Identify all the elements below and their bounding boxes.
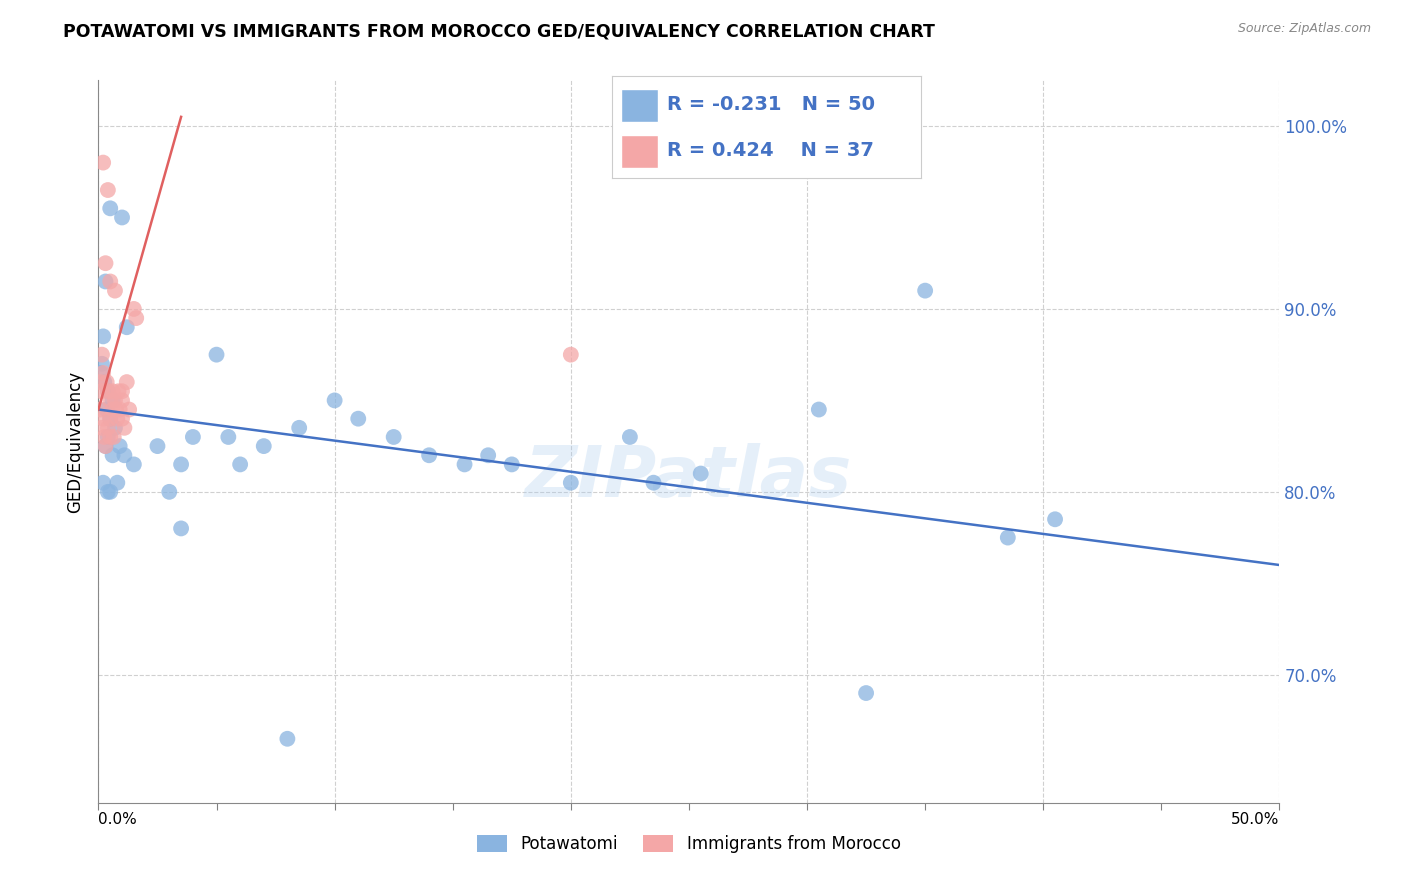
Point	[91, 348, 114, 362]
Point	[105, 475, 128, 490]
Point	[115, 320, 138, 334]
Point	[98, 393, 121, 408]
Point	[94, 256, 117, 270]
Point	[347, 411, 370, 425]
Point	[181, 430, 204, 444]
Text: ZIPatlas: ZIPatlas	[526, 443, 852, 512]
Point	[288, 421, 311, 435]
Point	[253, 439, 276, 453]
Point	[89, 402, 111, 417]
Point	[98, 411, 121, 425]
Point	[104, 421, 127, 435]
Y-axis label: GED/Equivalency: GED/Equivalency	[66, 370, 84, 513]
Text: POTAWATOMI VS IMMIGRANTS FROM MOROCCO GED/EQUIVALENCY CORRELATION CHART: POTAWATOMI VS IMMIGRANTS FROM MOROCCO GE…	[63, 22, 935, 40]
Point	[108, 439, 131, 453]
Point	[111, 393, 134, 408]
Point	[90, 384, 112, 399]
Point	[101, 448, 124, 462]
Point	[98, 484, 121, 499]
FancyBboxPatch shape	[621, 136, 658, 168]
Point	[101, 384, 124, 399]
Point	[97, 421, 120, 435]
Point	[91, 411, 114, 425]
Point	[122, 458, 145, 472]
Point	[105, 411, 128, 425]
Point	[97, 183, 120, 197]
Point	[104, 393, 127, 408]
Point	[91, 421, 114, 435]
Point	[97, 384, 120, 399]
Point	[93, 430, 115, 444]
Point	[112, 448, 135, 462]
Point	[997, 531, 1019, 545]
Point	[807, 402, 830, 417]
Point	[146, 439, 169, 453]
Point	[94, 439, 117, 453]
Point	[122, 301, 145, 316]
Point	[107, 384, 129, 399]
Point	[111, 411, 134, 425]
Text: 0.0%: 0.0%	[98, 812, 138, 827]
Point	[104, 284, 127, 298]
Point	[90, 366, 112, 380]
Point	[619, 430, 641, 444]
Point	[91, 329, 114, 343]
Point	[560, 475, 582, 490]
Point	[689, 467, 711, 481]
Point	[643, 475, 665, 490]
Point	[93, 375, 115, 389]
Point	[98, 411, 121, 425]
Point	[855, 686, 877, 700]
Point	[89, 375, 111, 389]
Point	[91, 155, 114, 169]
Point	[98, 202, 121, 216]
Point	[112, 421, 135, 435]
Point	[560, 348, 582, 362]
Point	[103, 430, 125, 444]
Point	[477, 448, 499, 462]
Point	[170, 458, 193, 472]
Point	[323, 393, 346, 408]
Text: 50.0%: 50.0%	[1232, 812, 1279, 827]
Point	[118, 402, 141, 417]
Point	[105, 402, 128, 417]
Point	[97, 484, 120, 499]
Point	[205, 348, 228, 362]
Point	[115, 375, 138, 389]
Point	[111, 211, 134, 225]
Point	[276, 731, 298, 746]
Point	[98, 430, 121, 444]
Text: Source: ZipAtlas.com: Source: ZipAtlas.com	[1237, 22, 1371, 36]
Point	[91, 357, 114, 371]
Point	[501, 458, 523, 472]
Point	[94, 439, 117, 453]
Point	[94, 275, 117, 289]
Point	[217, 430, 239, 444]
Point	[97, 384, 120, 399]
Point	[170, 521, 193, 535]
Point	[91, 366, 114, 380]
Point	[125, 311, 148, 326]
Point	[96, 375, 118, 389]
FancyBboxPatch shape	[621, 89, 658, 122]
Point	[108, 402, 131, 417]
Point	[97, 430, 120, 444]
Point	[914, 284, 936, 298]
Text: R = 0.424    N = 37: R = 0.424 N = 37	[668, 141, 875, 161]
Point	[101, 393, 124, 408]
Point	[96, 402, 118, 417]
Point	[229, 458, 252, 472]
Point	[91, 475, 114, 490]
Text: R = -0.231   N = 50: R = -0.231 N = 50	[668, 95, 876, 114]
Point	[1043, 512, 1066, 526]
Point	[101, 402, 124, 417]
Point	[382, 430, 405, 444]
Legend: Potawatomi, Immigrants from Morocco: Potawatomi, Immigrants from Morocco	[471, 828, 907, 860]
Point	[157, 484, 180, 499]
Point	[98, 275, 121, 289]
Point	[418, 448, 440, 462]
Point	[453, 458, 475, 472]
Point	[111, 384, 134, 399]
